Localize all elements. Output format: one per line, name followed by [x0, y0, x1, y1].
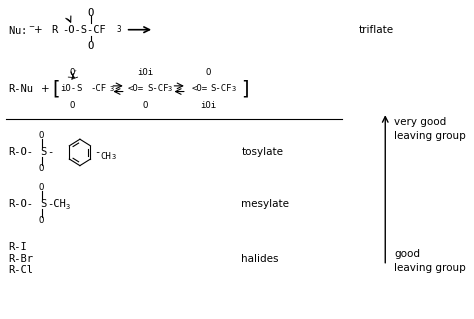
Text: Nu:$^-$: Nu:$^-$ [8, 24, 36, 36]
Text: R-Nu: R-Nu [8, 84, 33, 94]
Text: ]: ] [241, 79, 249, 98]
Text: O: O [39, 131, 44, 140]
Text: 3: 3 [116, 25, 121, 34]
Text: R-Cl: R-Cl [8, 265, 33, 275]
Text: O: O [69, 68, 75, 77]
Text: O: O [69, 101, 75, 110]
Text: 3: 3 [168, 86, 172, 92]
Text: 3: 3 [65, 204, 70, 210]
Text: 3: 3 [231, 86, 236, 92]
Text: 3: 3 [111, 154, 116, 160]
Text: halides: halides [241, 254, 279, 263]
Text: O: O [143, 101, 148, 110]
Text: tosylate: tosylate [241, 147, 283, 157]
Text: -: - [94, 147, 100, 157]
Text: S: S [40, 147, 46, 157]
Text: R-O-: R-O- [8, 147, 33, 157]
Text: iOi: iOi [201, 101, 217, 110]
Text: triflate: triflate [359, 25, 394, 35]
Text: O: O [39, 183, 44, 192]
Text: very good: very good [394, 117, 446, 127]
Text: S-CF: S-CF [211, 84, 232, 93]
Text: -O-S-CF: -O-S-CF [63, 25, 106, 35]
Text: CH: CH [101, 152, 111, 161]
Text: O: O [39, 164, 44, 174]
Text: leaving group: leaving group [394, 131, 466, 141]
Text: ⁺: ⁺ [73, 70, 76, 75]
Text: R: R [52, 25, 58, 35]
Text: O: O [88, 41, 94, 51]
Text: +: + [34, 25, 43, 35]
Text: S: S [40, 199, 46, 209]
Text: leaving group: leaving group [394, 263, 466, 273]
Text: -: - [47, 147, 54, 157]
Text: good: good [394, 249, 420, 259]
Text: O: O [206, 68, 211, 77]
Text: R-I: R-I [8, 242, 27, 252]
Text: O: O [88, 8, 94, 18]
Text: +: + [41, 84, 49, 94]
Text: 3: 3 [109, 86, 114, 92]
Text: R-Br: R-Br [8, 254, 33, 263]
Text: R-O-: R-O- [8, 199, 33, 209]
Text: iO-: iO- [60, 84, 76, 93]
Text: iOi: iOi [137, 68, 154, 77]
Text: <O=: <O= [191, 84, 207, 93]
Text: <O=: <O= [128, 84, 144, 93]
Text: mesylate: mesylate [241, 199, 289, 209]
Text: -CF: -CF [91, 84, 107, 93]
Text: O: O [39, 216, 44, 225]
Text: S: S [76, 84, 82, 93]
Text: [: [ [53, 79, 60, 98]
Text: S-CF: S-CF [147, 84, 169, 93]
Text: -CH: -CH [47, 199, 66, 209]
